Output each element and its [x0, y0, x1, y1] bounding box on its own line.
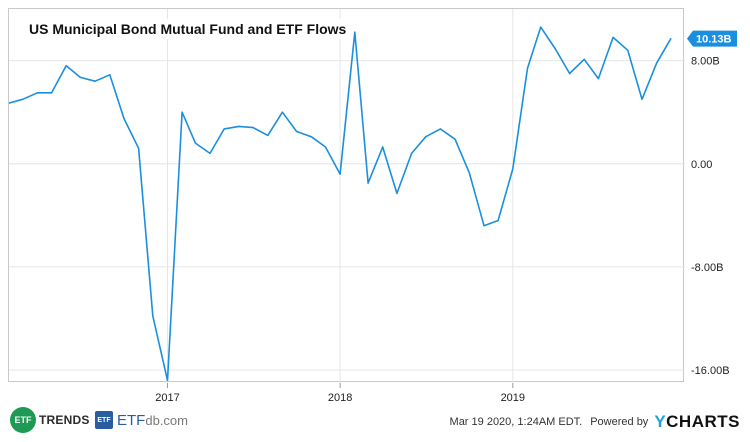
etfdb-text: ETFdb.com: [117, 412, 188, 429]
etftrends-text: TRENDS: [39, 413, 90, 427]
data-point: [512, 168, 514, 170]
axis-layer: 8.00B 0.00 -8.00B -16.00B 2017 2018 2019 10.13B: [155, 30, 737, 401]
data-point: [627, 49, 629, 51]
data-point: [425, 136, 427, 138]
data-point: [554, 48, 556, 50]
data-point: [152, 315, 154, 317]
data-point: [670, 38, 672, 40]
data-point: [540, 26, 542, 28]
y-tick-label: -16.00B: [691, 365, 730, 377]
data-point: [223, 128, 225, 130]
line-chart: 8.00B 0.00 -8.00B -16.00B 2017 2018 2019 10.13B: [9, 9, 737, 401]
data-point: [9, 102, 10, 104]
data-point: [267, 134, 269, 136]
chart-frame: 8.00B 0.00 -8.00B -16.00B 2017 2018 2019 10.13B…: [8, 8, 737, 401]
data-point: [181, 111, 183, 113]
data-point: [396, 192, 398, 195]
data-point: [209, 152, 211, 155]
data-point: [79, 76, 82, 78]
data-point: [310, 136, 312, 138]
etftrends-logo[interactable]: ETF TRENDS: [10, 407, 90, 433]
data-point: [641, 98, 643, 100]
data-point: [194, 142, 196, 144]
grid-layer: [9, 9, 685, 383]
data-point: [656, 62, 658, 64]
chart-title: US Municipal Bond Mutual Fund and ETF Fl…: [25, 19, 351, 39]
x-tick-label: 2019: [501, 392, 525, 401]
data-point: [468, 172, 470, 174]
data-point: [166, 379, 169, 382]
data-point: [483, 225, 485, 227]
last-value-label: 10.13B: [696, 34, 732, 46]
data-point: [109, 74, 111, 76]
data-point: [36, 92, 38, 94]
timestamp: Mar 19 2020, 1:24AM EDT.: [449, 416, 583, 428]
footer: ETF TRENDS ETF ETFdb.com Mar 19 2020, 1:…: [0, 400, 750, 442]
data-point: [597, 78, 600, 80]
data-point: [382, 146, 384, 148]
data-point: [568, 72, 571, 75]
series-layer: [9, 26, 672, 382]
data-point: [497, 219, 499, 222]
etfdb-text-tail: .com: [159, 412, 188, 428]
data-point: [339, 173, 341, 175]
data-point: [454, 138, 456, 140]
ycharts-rest: CHARTS: [666, 412, 740, 431]
etfdb-text-main: ETF: [117, 411, 146, 429]
data-point: [65, 65, 67, 67]
ycharts-logo[interactable]: YCHARTS: [654, 412, 740, 432]
data-point: [410, 152, 413, 155]
y-tick-label: -8.00B: [691, 262, 723, 274]
etfdb-box-icon: ETF: [95, 411, 113, 429]
data-point: [22, 98, 24, 100]
data-point: [439, 128, 442, 130]
data-point: [94, 80, 96, 82]
data-point: [50, 92, 53, 94]
last-value-badge: [687, 30, 737, 47]
x-tick-label: 2017: [155, 392, 179, 401]
data-point: [281, 111, 284, 113]
data-point: [354, 31, 356, 33]
powered-by-label: Powered by: [590, 416, 649, 428]
data-point: [526, 67, 529, 69]
y-tick-label: 0.00: [691, 159, 712, 171]
etfdb-text-db: db: [145, 412, 160, 428]
data-point: [138, 147, 140, 149]
data-point: [238, 125, 240, 127]
data-point: [252, 127, 254, 129]
footer-right: Mar 19 2020, 1:24AM EDT. Powered by YCHA…: [450, 412, 740, 432]
etftrends-badge-icon: ETF: [10, 407, 36, 433]
y-tick-label: 8.00B: [691, 56, 720, 68]
data-point: [123, 118, 125, 120]
data-point: [324, 146, 327, 148]
data-point: [296, 130, 298, 133]
etfdb-logo[interactable]: ETF ETFdb.com: [95, 411, 188, 429]
data-point: [612, 36, 614, 38]
x-tick-label: 2018: [328, 392, 352, 401]
data-point: [583, 58, 585, 60]
ycharts-y: Y: [654, 412, 667, 431]
data-point: [367, 182, 369, 184]
